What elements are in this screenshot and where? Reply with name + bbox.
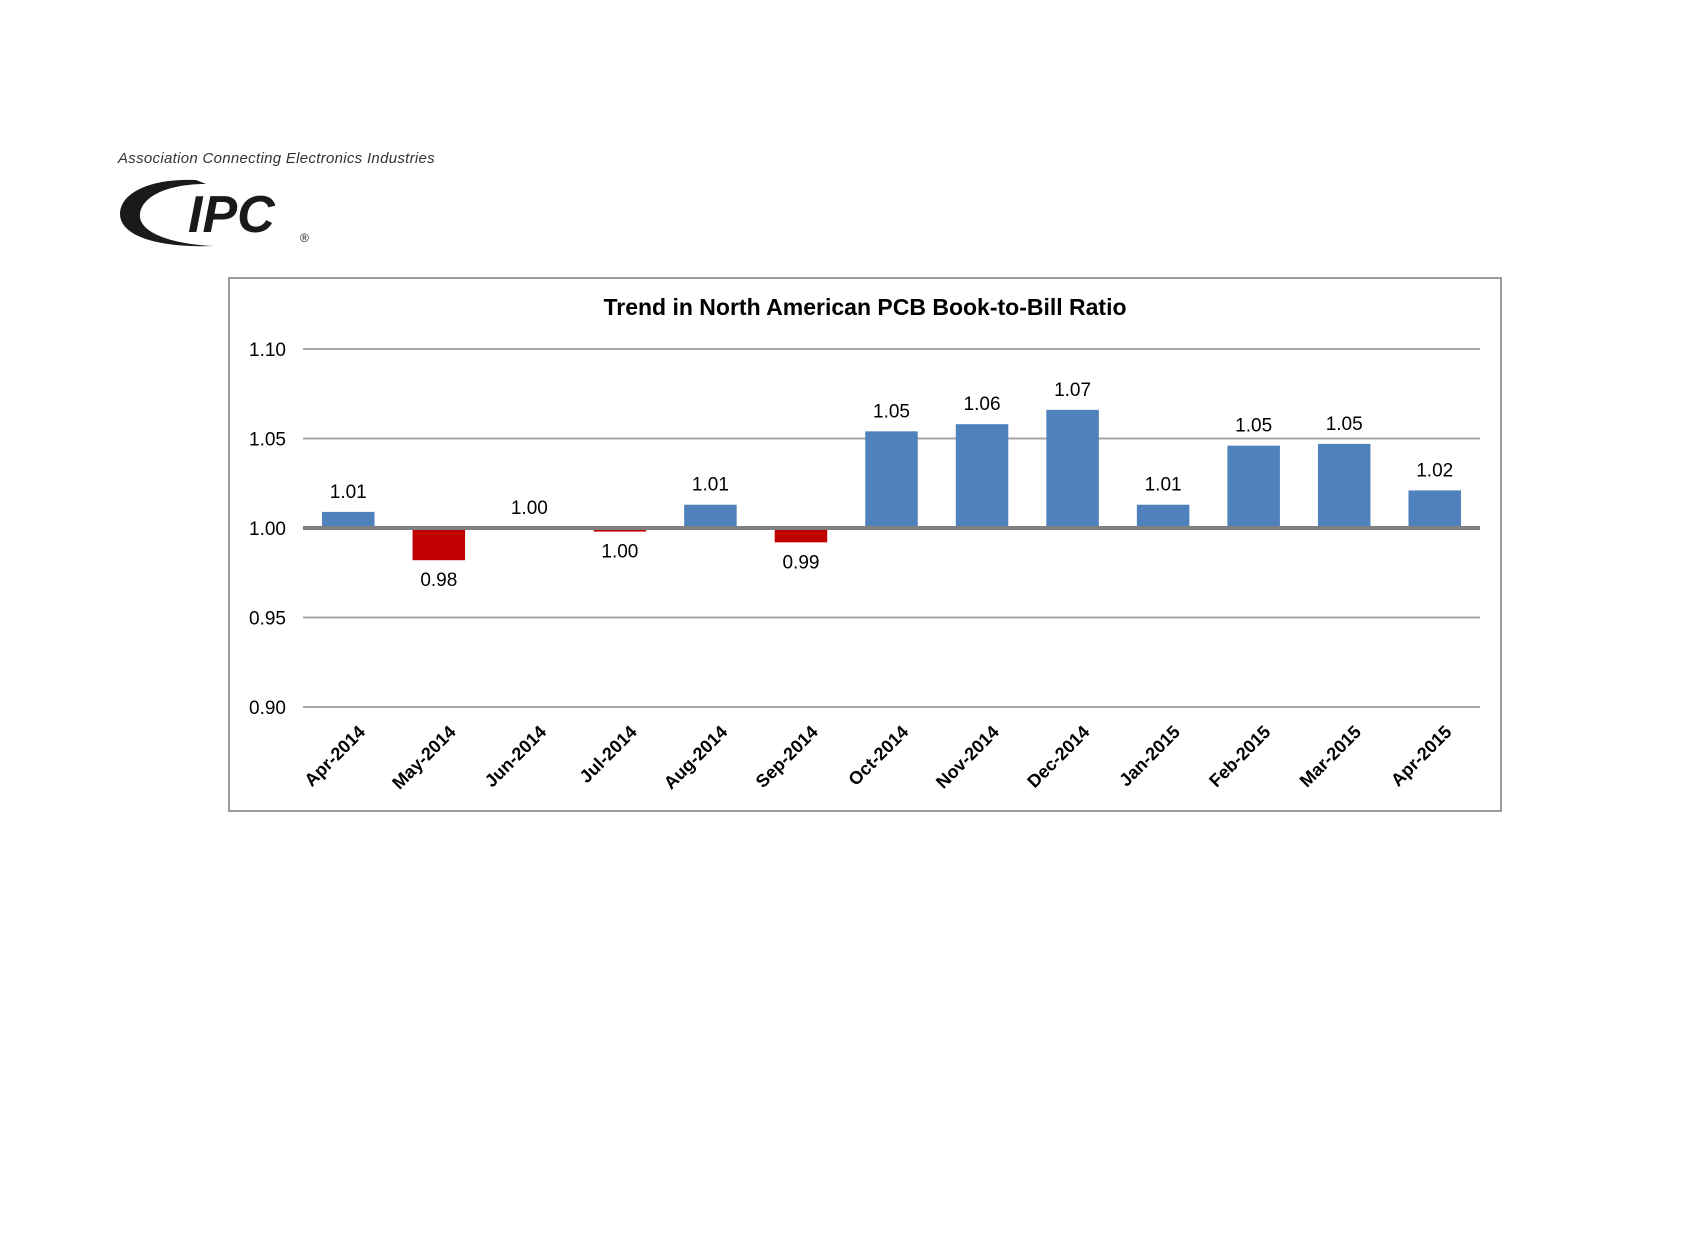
y-tick-label: 1.10 bbox=[249, 340, 286, 361]
bar bbox=[1227, 445, 1280, 528]
x-tick-label: Oct-2014 bbox=[844, 722, 912, 790]
x-tick-label: Feb-2015 bbox=[1205, 722, 1274, 791]
x-tick-label: Jan-2015 bbox=[1115, 722, 1184, 791]
data-label: 1.06 bbox=[964, 394, 1001, 415]
data-label: 1.07 bbox=[1054, 380, 1091, 401]
data-label: 1.05 bbox=[873, 401, 910, 422]
x-tick-label: Aug-2014 bbox=[660, 722, 731, 793]
logo-wordmark: IPC bbox=[188, 186, 276, 244]
data-label: 0.99 bbox=[782, 552, 819, 573]
y-tick-label: 0.90 bbox=[249, 698, 286, 719]
gridlines bbox=[303, 348, 1480, 708]
y-tick-label: 1.05 bbox=[249, 430, 286, 451]
bar bbox=[1408, 490, 1461, 528]
y-axis-tick-labels: 1.10 1.05 1.00 0.95 0.90 bbox=[249, 340, 286, 719]
x-axis-tick-labels: Apr-2014 May-2014 Jun-2014 Jul-2014 Aug-2014… bbox=[300, 722, 1455, 793]
logo-registered-mark: ® bbox=[300, 231, 309, 245]
x-tick-label: Sep-2014 bbox=[752, 722, 822, 792]
x-tick-label: Jul-2014 bbox=[576, 722, 641, 787]
bar bbox=[1317, 443, 1371, 528]
data-label: 1.02 bbox=[1416, 460, 1453, 481]
x-tick-label: Apr-2015 bbox=[1387, 722, 1456, 791]
x-tick-label: Mar-2015 bbox=[1296, 722, 1365, 791]
data-label: 1.01 bbox=[692, 475, 729, 496]
bar bbox=[1136, 504, 1190, 528]
data-label: 1.00 bbox=[601, 542, 638, 563]
x-tick-label: May-2014 bbox=[388, 722, 459, 793]
bar bbox=[955, 424, 1009, 528]
data-labels: 1.01 0.98 1.00 1.00 1.01 0.99 1.05 1.06 1.07 1.01… bbox=[330, 380, 1453, 591]
x-tick-label: Apr-2014 bbox=[300, 722, 369, 791]
chart-frame: Trend in North American PCB Book-to-Bill… bbox=[228, 277, 1502, 812]
data-label: 1.00 bbox=[511, 498, 548, 519]
data-label: 1.05 bbox=[1326, 414, 1363, 435]
x-tick-label: Nov-2014 bbox=[932, 722, 1003, 793]
bar bbox=[865, 431, 918, 528]
bar bbox=[412, 528, 466, 561]
data-label: 1.01 bbox=[1145, 475, 1182, 496]
bar bbox=[1046, 409, 1099, 528]
data-label: 1.01 bbox=[330, 482, 367, 503]
bars bbox=[322, 409, 1461, 561]
bar bbox=[684, 504, 737, 528]
y-tick-label: 1.00 bbox=[249, 519, 286, 540]
chart-title: Trend in North American PCB Book-to-Bill… bbox=[603, 294, 1126, 320]
book-to-bill-chart: Trend in North American PCB Book-to-Bill… bbox=[249, 294, 1480, 793]
bar bbox=[774, 528, 828, 543]
data-label: 1.05 bbox=[1235, 416, 1272, 437]
data-label: 0.98 bbox=[420, 570, 457, 591]
y-tick-label: 0.95 bbox=[249, 609, 286, 630]
x-tick-label: Jun-2014 bbox=[481, 722, 550, 791]
logo-tagline: Association Connecting Electronics Indus… bbox=[118, 150, 435, 167]
ipc-logo: Association Connecting Electronics Indus… bbox=[118, 150, 558, 270]
x-tick-label: Dec-2014 bbox=[1023, 722, 1093, 792]
bar bbox=[322, 511, 375, 528]
ipc-swoosh-logo-icon: IPC ® bbox=[120, 179, 309, 247]
